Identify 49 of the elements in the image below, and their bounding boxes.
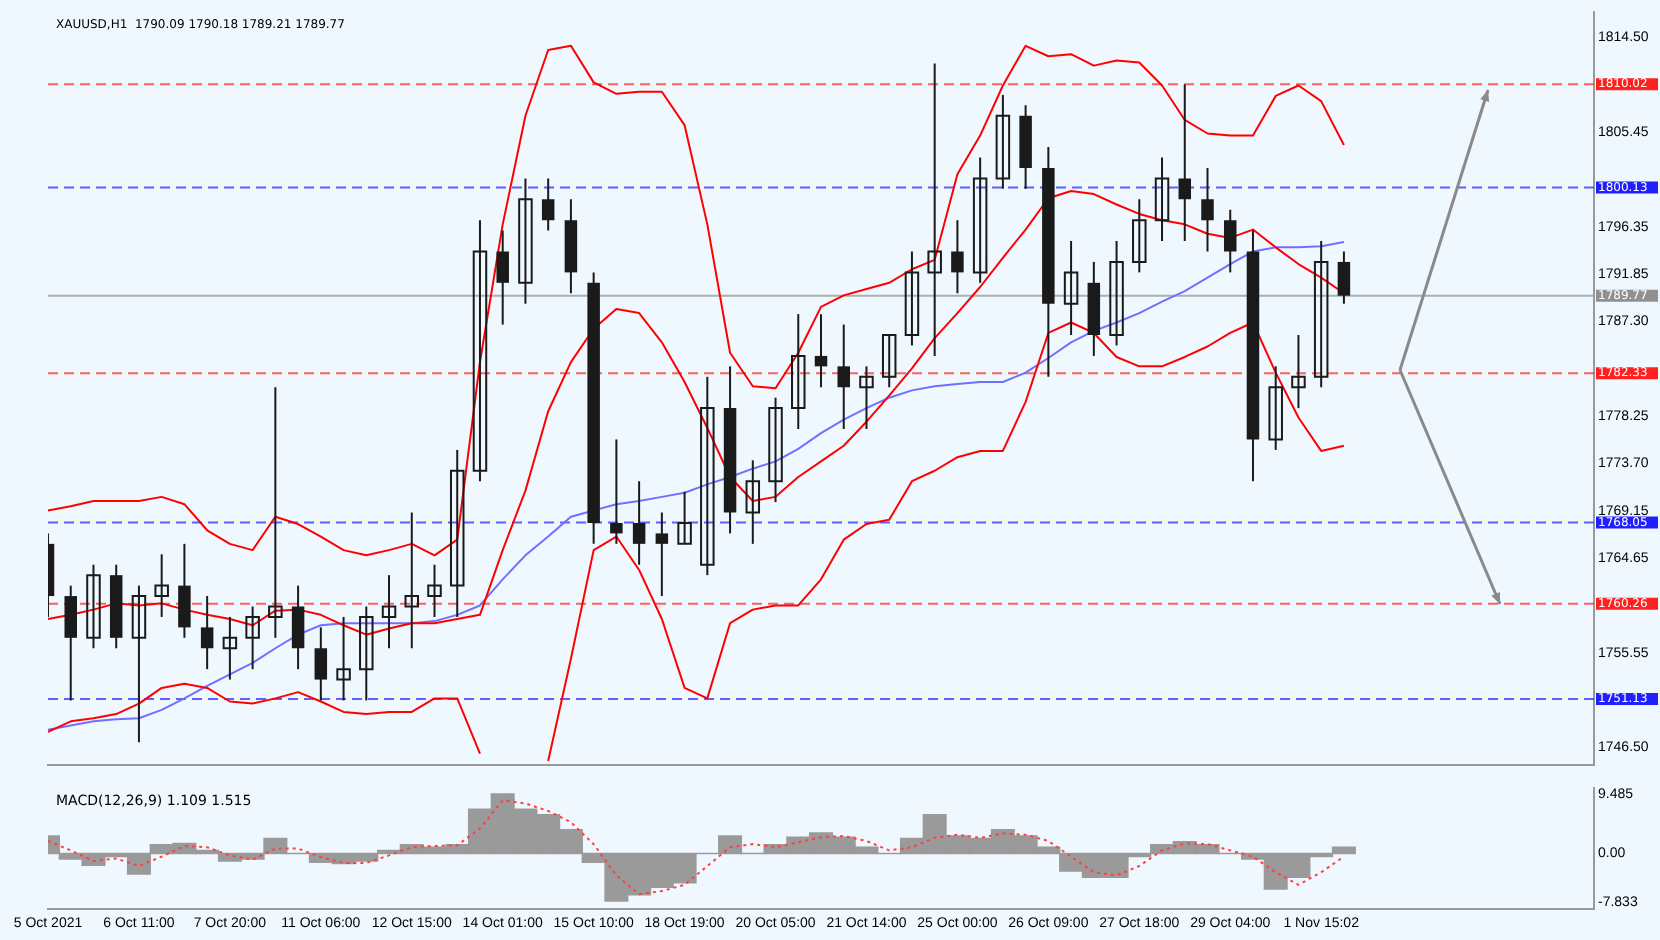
candlestick bbox=[314, 626, 328, 702]
candlestick bbox=[700, 375, 715, 577]
candlestick bbox=[131, 584, 147, 744]
candlestick bbox=[359, 605, 374, 702]
candlestick bbox=[449, 448, 465, 618]
candlestick bbox=[1132, 198, 1147, 274]
candlestick bbox=[1268, 365, 1283, 451]
candlestick bbox=[927, 62, 942, 357]
candlestick bbox=[404, 511, 420, 650]
candlestick bbox=[655, 511, 669, 598]
candlestick bbox=[1291, 334, 1306, 410]
candlestick bbox=[178, 542, 191, 639]
candlestick bbox=[291, 584, 305, 671]
candlestick bbox=[200, 595, 214, 671]
candlestick bbox=[677, 490, 692, 545]
candlestick bbox=[995, 93, 1011, 190]
candlestick bbox=[1154, 156, 1170, 243]
candlestick bbox=[518, 177, 533, 305]
candlestick bbox=[1109, 240, 1124, 347]
candlestick bbox=[745, 459, 761, 545]
candlestick bbox=[154, 553, 169, 618]
candlestick bbox=[881, 334, 897, 389]
candlestick bbox=[268, 386, 283, 639]
candlestick bbox=[222, 615, 238, 681]
candlestick bbox=[86, 563, 101, 650]
candlestick bbox=[837, 323, 850, 430]
candlestick bbox=[904, 250, 920, 347]
candlestick bbox=[64, 584, 77, 702]
candlestick bbox=[1313, 240, 1329, 389]
candlestick bbox=[951, 219, 964, 295]
candlestick bbox=[1337, 250, 1351, 305]
candlestick bbox=[541, 177, 555, 232]
candlestick bbox=[814, 313, 828, 389]
candlestick bbox=[381, 574, 397, 650]
candlestick bbox=[472, 219, 488, 483]
candlestick bbox=[496, 229, 509, 326]
candlestick bbox=[245, 605, 260, 671]
candlestick bbox=[768, 396, 783, 504]
candlestick bbox=[972, 156, 988, 284]
candlestick bbox=[859, 365, 874, 430]
candlestick bbox=[1063, 240, 1079, 337]
candlestick bbox=[610, 438, 623, 545]
candlestick bbox=[1201, 166, 1214, 253]
candlestick bbox=[1178, 83, 1192, 243]
candlestick bbox=[336, 615, 351, 702]
candlestick bbox=[1223, 208, 1237, 274]
candlestick bbox=[632, 480, 646, 566]
candlestick bbox=[427, 563, 442, 618]
candlestick bbox=[791, 313, 806, 430]
